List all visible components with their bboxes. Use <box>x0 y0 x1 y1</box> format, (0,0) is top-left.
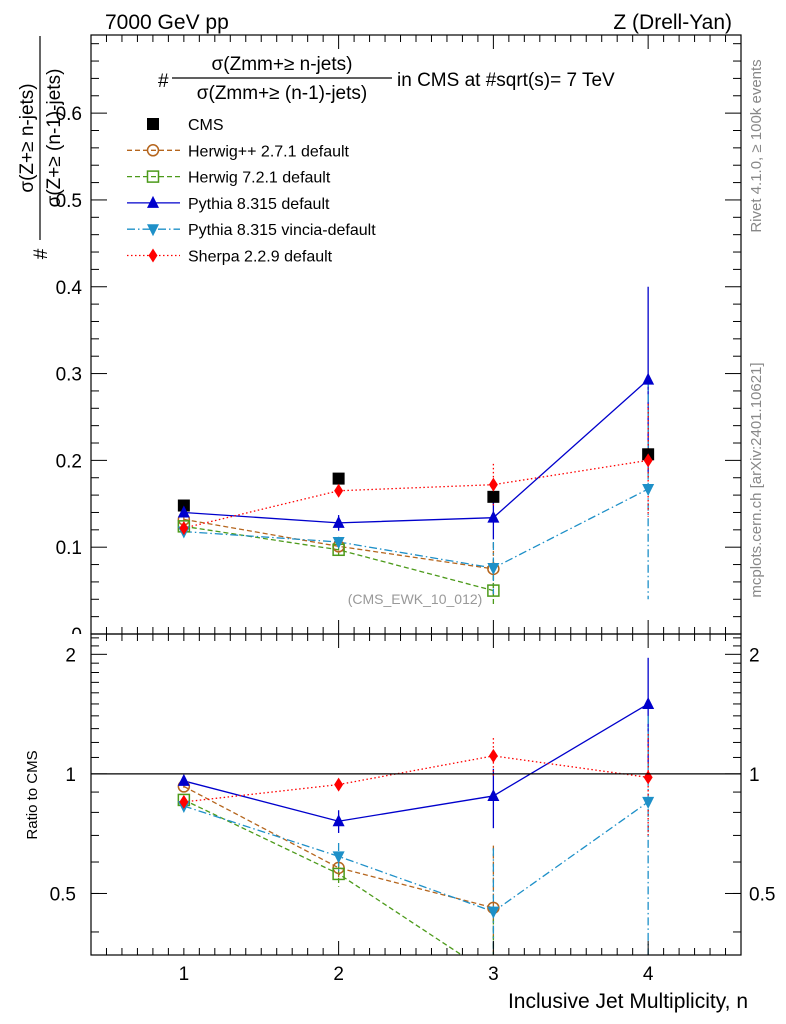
pythia-8-315-vincia-default-ratio-point <box>487 906 500 919</box>
pythia-8-315-vincia-default-top-line <box>183 488 649 569</box>
pythia-8-315-default-top-point <box>332 515 345 528</box>
legend-label: Herwig++ 2.7.1 default <box>188 143 350 160</box>
cms-top-point <box>487 490 500 503</box>
pythia-8-315-vincia-default-top-point <box>642 484 655 497</box>
title-hash: # <box>158 71 169 92</box>
y-tick-label: 0.3 <box>56 365 82 386</box>
pythia-8-315-default-ratio-point <box>487 788 500 801</box>
y-tick-label-zero: 0 <box>71 625 82 646</box>
ylabel-numerator: σ(Z+≥ n-jets) <box>17 83 38 192</box>
pythia-8-315-default-ratio-line <box>183 703 649 822</box>
legend-label: Pythia 8.315 vincia-default <box>188 222 376 239</box>
ratio-y-label: Ratio to CMS <box>24 750 41 839</box>
herwig-7-2-1-default-ratio-point <box>332 867 345 881</box>
x-tick-label: 3 <box>488 964 499 985</box>
sherpa-2-2-9-default-top-point <box>488 477 498 492</box>
herwig-7-2-1-default-top-line <box>183 525 494 592</box>
sherpa-2-2-9-default-top-point <box>643 453 653 468</box>
ratio-tick-label-left: 1 <box>65 765 76 786</box>
title-numerator: σ(Zmm+≥ n-jets) <box>212 54 353 75</box>
y-axis-label: σ(Z+≥ n-jets) σ(Z+≥ (n-1)-jets) # <box>17 36 65 259</box>
pythia-8-315-default-ratio-point <box>177 773 190 786</box>
legend-marker <box>147 195 159 208</box>
x-axis-label: Inclusive Jet Multiplicity, n <box>508 990 748 1013</box>
herwig-2-7-1-default-ratio-line <box>183 785 494 909</box>
pythia-8-315-vincia-default-top-point <box>332 536 345 549</box>
x-tick-label: 4 <box>643 964 654 985</box>
legend-marker <box>146 144 160 157</box>
herwig-7-2-1-default-top-point <box>487 584 500 597</box>
main-title: # σ(Zmm+≥ n-jets) σ(Zmm+≥ (n-1)-jets) in… <box>158 54 615 104</box>
legend-label: Sherpa 2.2.9 default <box>188 249 333 266</box>
header-right: Z (Drell-Yan) <box>613 11 732 34</box>
sherpa-2-2-9-default-ratio-line <box>183 755 649 803</box>
pythia-8-315-default-top-line <box>183 379 649 524</box>
sherpa-2-2-9-default-top-point <box>179 521 189 536</box>
sherpa-2-2-9-default-ratio-point <box>179 794 189 809</box>
ratio-tick-label-right: 0.5 <box>749 884 775 905</box>
legend-marker <box>148 248 158 263</box>
y-tick-label: 0.1 <box>56 538 82 559</box>
title-tail: in CMS at #sqrt(s)= 7 TeV <box>397 70 615 91</box>
herwig-2-7-1-default-top-line <box>183 518 494 570</box>
pythia-8-315-vincia-default-ratio-line <box>183 801 649 913</box>
pythia-8-315-vincia-default-top-point <box>487 563 500 576</box>
pythia-8-315-default-ratio-point <box>642 696 655 709</box>
sherpa-2-2-9-default-ratio-point <box>334 777 344 792</box>
y-tick-label: 0.5 <box>56 191 82 212</box>
x-tick-label: 1 <box>179 964 190 985</box>
cms-top-point <box>332 472 345 485</box>
ratio-tick-label-right: 1 <box>749 765 760 786</box>
pythia-8-315-default-ratio-point <box>332 814 345 827</box>
ratio-tick-label-right: 2 <box>749 645 760 666</box>
sherpa-2-2-9-default-top-point <box>334 483 344 498</box>
legend-label: Herwig 7.2.1 default <box>188 170 331 187</box>
y-tick-label: 0.2 <box>56 451 82 472</box>
ylabel-hash: # <box>31 248 52 259</box>
sherpa-2-2-9-default-top-line <box>183 459 649 529</box>
pythia-8-315-default-top-point <box>642 372 655 385</box>
ratio-tick-label-left: 2 <box>65 645 76 666</box>
title-denominator: σ(Zmm+≥ (n-1)-jets) <box>197 83 367 104</box>
y-tick-label: 0.6 <box>56 104 82 125</box>
y-tick-label: 0.4 <box>56 278 83 299</box>
watermark: (CMS_EWK_10_012) <box>348 591 483 607</box>
legend-label: Pythia 8.315 default <box>188 196 330 213</box>
pythia-8-315-vincia-default-ratio-point <box>332 851 345 864</box>
ratio-panel-frame <box>90 633 742 956</box>
legend-marker <box>146 170 160 183</box>
header-left: 7000 GeV pp <box>105 11 229 34</box>
mcplots-label: mcplots.cern.ch [arXiv:2401.10621] <box>748 362 765 597</box>
ylabel-denominator: σ(Z+≥ (n-1)-jets) <box>44 69 65 208</box>
pythia-8-315-vincia-default-ratio-point <box>642 796 655 809</box>
legend-marker <box>147 224 159 237</box>
legend-marker <box>147 118 159 130</box>
sherpa-2-2-9-default-ratio-point <box>488 748 498 763</box>
ratio-tick-label-left: 0.5 <box>50 884 76 905</box>
pythia-8-315-default-top-point <box>177 505 190 518</box>
x-tick-label: 2 <box>333 964 344 985</box>
pythia-8-315-default-top-point <box>487 510 500 523</box>
rivet-label: Rivet 4.1.0, ≥ 100k events <box>748 59 765 232</box>
legend-label: CMS <box>188 117 224 134</box>
sherpa-2-2-9-default-ratio-point <box>643 770 653 785</box>
